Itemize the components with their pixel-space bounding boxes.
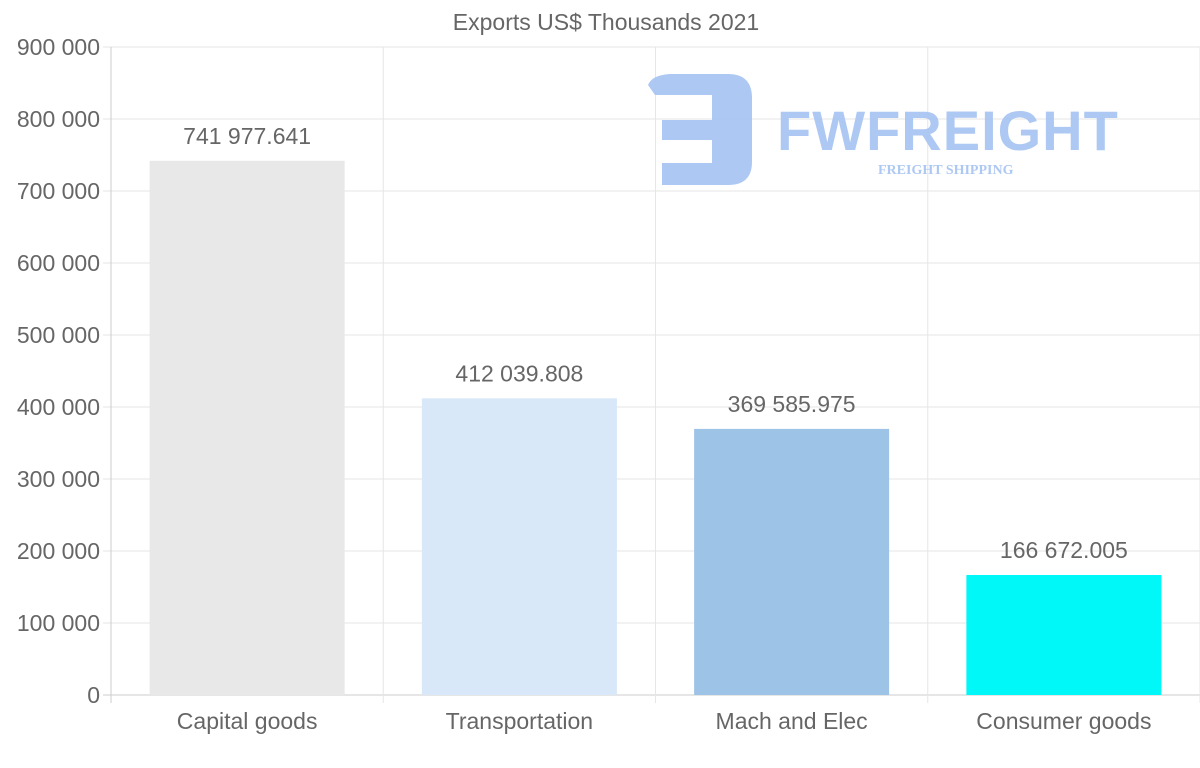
y-tick-label: 200 000 [17, 538, 100, 564]
y-tick-label: 500 000 [17, 322, 100, 348]
bar [966, 574, 1162, 695]
y-tick-label: 400 000 [17, 394, 100, 420]
bar-value-label: 741 977.641 [183, 123, 311, 149]
bar-value-label: 412 039.808 [455, 360, 583, 386]
watermark-tagline: FREIGHT SHIPPING [878, 163, 1014, 178]
bar [694, 428, 890, 695]
y-tick-label: 300 000 [17, 466, 100, 492]
bar-value-label: 369 585.975 [728, 391, 856, 417]
bar [421, 398, 617, 695]
y-tick-label: 800 000 [17, 106, 100, 132]
bar [149, 160, 345, 695]
x-tick-label: Capital goods [177, 708, 318, 734]
x-tick-label: Transportation [446, 708, 593, 734]
watermark-logo: FWFREIGHT FREIGHT SHIPPING [648, 74, 1119, 185]
bar-value-label: 166 672.005 [1000, 537, 1128, 563]
y-tick-label: 100 000 [17, 610, 100, 636]
y-axis: 0 100 000 200 000 300 000 400 000 500 000 600 … [17, 34, 100, 708]
y-tick-label: 0 [87, 682, 100, 708]
x-tick-label: Consumer goods [976, 708, 1151, 734]
y-tick-label: 900 000 [17, 34, 100, 60]
x-tick-label: Mach and Elec [716, 708, 868, 734]
y-tick-label: 700 000 [17, 178, 100, 204]
x-axis: Capital goods Transportation Mach and Elec… [177, 708, 1152, 734]
logo-mark-icon [648, 74, 752, 185]
watermark-brand: FWFREIGHT [777, 99, 1119, 162]
chart-title: Exports US$ Thousands 2021 [453, 9, 759, 35]
y-tick-label: 600 000 [17, 250, 100, 276]
bars: 741 977.641 412 039.808 369 585.975 166 672… [149, 123, 1162, 695]
